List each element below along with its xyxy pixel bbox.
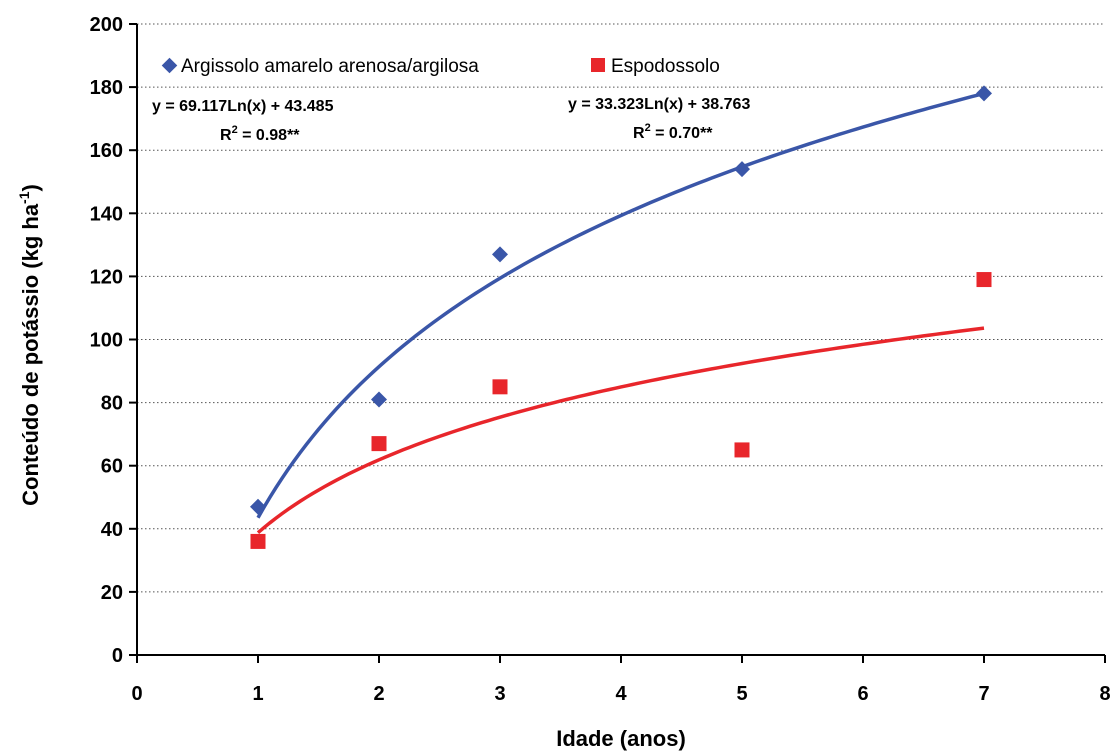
legend: Argissolo amarelo arenosa/argilosa Espod… <box>161 56 720 77</box>
x-tick-label-0: 0 <box>131 683 142 705</box>
y-tick-label-140: 140 <box>90 203 123 225</box>
y-tick-label-160: 160 <box>90 140 123 162</box>
point-espodossolo-3 <box>492 379 508 395</box>
y-tick-label-180: 180 <box>90 77 123 99</box>
y-axis-title-sup: -1 <box>16 191 32 204</box>
y-tick-label-40: 40 <box>101 519 123 541</box>
point-argissolo-7 <box>976 85 992 102</box>
legend-label-espodossolo: Espodossolo <box>611 56 720 77</box>
x-tick-label-5: 5 <box>736 683 747 705</box>
r2-argissolo-sup: 2 <box>232 124 238 136</box>
x-axis-title: Idade (anos) <box>556 726 686 751</box>
axes <box>129 23 1106 663</box>
x-tick-label-4: 4 <box>615 683 627 705</box>
y-tick-label-20: 20 <box>101 582 123 604</box>
y-tick-labels: 0 20 40 60 80 100 120 140 160 180 200 <box>90 14 123 667</box>
y-tick-label-80: 80 <box>101 393 123 415</box>
annotation-argissolo: y = 69.117Ln(x) + 43.485 R2 = 0.98** <box>152 98 334 144</box>
x-tick-label-1: 1 <box>252 683 263 705</box>
trend-lines <box>256 91 985 535</box>
point-argissolo-3 <box>492 246 508 263</box>
r2-argissolo: R2 = 0.98** <box>220 124 300 144</box>
r2-argissolo-value: = 0.98** <box>238 127 301 144</box>
point-espodossolo-1 <box>250 533 266 549</box>
trend-line-1 <box>256 326 985 535</box>
point-argissolo-1 <box>250 498 266 515</box>
y-axis-title: Conteúdo de potássio (kg ha-1) <box>16 184 43 506</box>
point-argissolo-5 <box>734 161 750 178</box>
r2-espodossolo-sup: 2 <box>645 122 651 134</box>
r2-argissolo-prefix: R <box>220 127 232 144</box>
y-axis-title-main: Conteúdo de potássio (kg ha <box>18 203 43 506</box>
grid-lines <box>137 23 1105 593</box>
legend-entry-argissolo: Argissolo amarelo arenosa/argilosa <box>161 56 479 77</box>
point-espodossolo-2 <box>371 436 387 452</box>
y-tick-label-200: 200 <box>90 14 123 36</box>
equation-espodossolo: y = 33.323Ln(x) + 38.763 <box>568 96 750 113</box>
point-espodossolo-7 <box>976 272 992 288</box>
y-tick-label-100: 100 <box>90 330 123 352</box>
x-tick-label-6: 6 <box>857 683 868 705</box>
x-tick-label-8: 8 <box>1099 683 1110 705</box>
x-tick-label-3: 3 <box>494 683 505 705</box>
point-argissolo-2 <box>371 391 387 408</box>
legend-marker-espodossolo <box>591 58 605 72</box>
legend-label-argissolo: Argissolo amarelo arenosa/argilosa <box>181 56 479 77</box>
legend-marker-argissolo <box>161 57 178 74</box>
point-espodossolo-5 <box>734 442 750 458</box>
y-tick-label-60: 60 <box>101 456 123 478</box>
x-tick-labels: 0 1 2 3 4 5 6 7 8 <box>131 683 1110 705</box>
x-tick-label-2: 2 <box>373 683 384 705</box>
r2-espodossolo: R2 = 0.70** <box>633 122 713 142</box>
x-tick-label-7: 7 <box>978 683 989 705</box>
data-points <box>250 85 992 549</box>
equation-argissolo: y = 69.117Ln(x) + 43.485 <box>152 98 334 115</box>
y-axis-title-close: ) <box>18 184 43 191</box>
r2-espodossolo-value: = 0.70** <box>651 125 714 142</box>
y-tick-label-0: 0 <box>112 645 123 667</box>
trend-line-0 <box>256 91 985 519</box>
annotation-espodossolo: y = 33.323Ln(x) + 38.763 R2 = 0.70** <box>568 96 750 142</box>
y-tick-label-120: 120 <box>90 266 123 288</box>
r2-espodossolo-prefix: R <box>633 125 645 142</box>
legend-entry-espodossolo: Espodossolo <box>591 56 720 77</box>
